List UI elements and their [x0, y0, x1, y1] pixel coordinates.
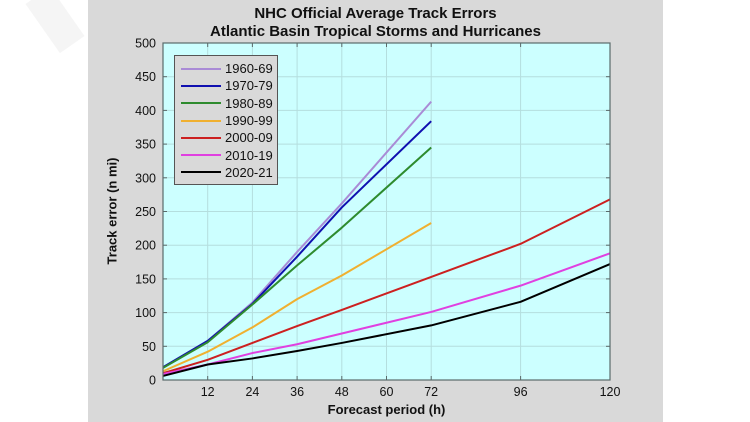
chart-subtitle: Atlantic Basin Tropical Storms and Hurri…: [210, 23, 541, 40]
x-tick-label: 72: [424, 385, 438, 399]
y-tick-label: 150: [135, 272, 156, 286]
legend-label: 1960-69: [225, 61, 273, 77]
x-tick-label: 36: [290, 385, 304, 399]
x-tick-label: 96: [514, 385, 528, 399]
gridlines: [163, 43, 610, 380]
watermark-shape: [25, 0, 85, 54]
y-tick-label: 450: [135, 70, 156, 84]
legend-swatch: [181, 119, 221, 122]
legend-label: 1990-99: [225, 113, 273, 129]
chart-title: NHC Official Average Track Errors: [254, 5, 497, 22]
series-line-2000-09: [162, 198, 611, 375]
legend-label: 2010-19: [225, 147, 273, 163]
x-tick-label: 48: [335, 385, 349, 399]
legend-item: 2000-09: [179, 129, 273, 146]
legend-label: 2000-09: [225, 130, 273, 146]
chart-figure: NHC Official Average Track Errors Atlant…: [88, 0, 663, 422]
legend-item: 1970-79: [179, 77, 273, 94]
data-series: [162, 100, 611, 377]
legend-item: 2010-19: [179, 146, 273, 163]
legend-label: 1980-89: [225, 95, 273, 111]
y-tick-label: 400: [135, 104, 156, 118]
legend-swatch: [181, 102, 221, 105]
y-tick-label: 200: [135, 239, 156, 253]
y-tick-label: 300: [135, 171, 156, 185]
y-tick-label: 0: [149, 374, 156, 388]
y-tick-label: 50: [142, 340, 156, 354]
legend-swatch: [181, 67, 221, 70]
legend-label: 2020-21: [225, 164, 273, 180]
legend-swatch: [181, 171, 221, 174]
x-tick-label: 12: [201, 385, 215, 399]
legend-item: 1960-69: [179, 60, 273, 77]
y-tick-label: 250: [135, 205, 156, 219]
y-tick-label: 100: [135, 306, 156, 320]
series-line-1980-89: [162, 146, 432, 369]
legend-label: 1970-79: [225, 78, 273, 94]
y-tick-label: 500: [135, 37, 156, 51]
legend-item: 1990-99: [179, 112, 273, 129]
y-tick-label: 350: [135, 138, 156, 152]
legend-swatch: [181, 136, 221, 139]
x-tick-label: 120: [600, 385, 621, 399]
legend-swatch: [181, 154, 221, 157]
axis-ticks: 0 50 100 150 200 250 300 350 400 450 500 12 24 36 48 60…: [135, 37, 620, 400]
x-axis-label: Forecast period (h): [327, 402, 446, 417]
legend-item: 1980-89: [179, 95, 273, 112]
x-tick-label: 24: [245, 385, 259, 399]
series-line-1970-79: [162, 120, 432, 369]
legend-item: 2020-21: [179, 164, 273, 181]
series-line-1990-99: [162, 222, 432, 373]
legend: 1960-69 1970-79 1980-89 1990-99 2000-09 2010-…: [174, 55, 278, 185]
x-tick-label: 60: [380, 385, 394, 399]
legend-swatch: [181, 84, 221, 87]
series-line-2020-21: [162, 263, 611, 377]
